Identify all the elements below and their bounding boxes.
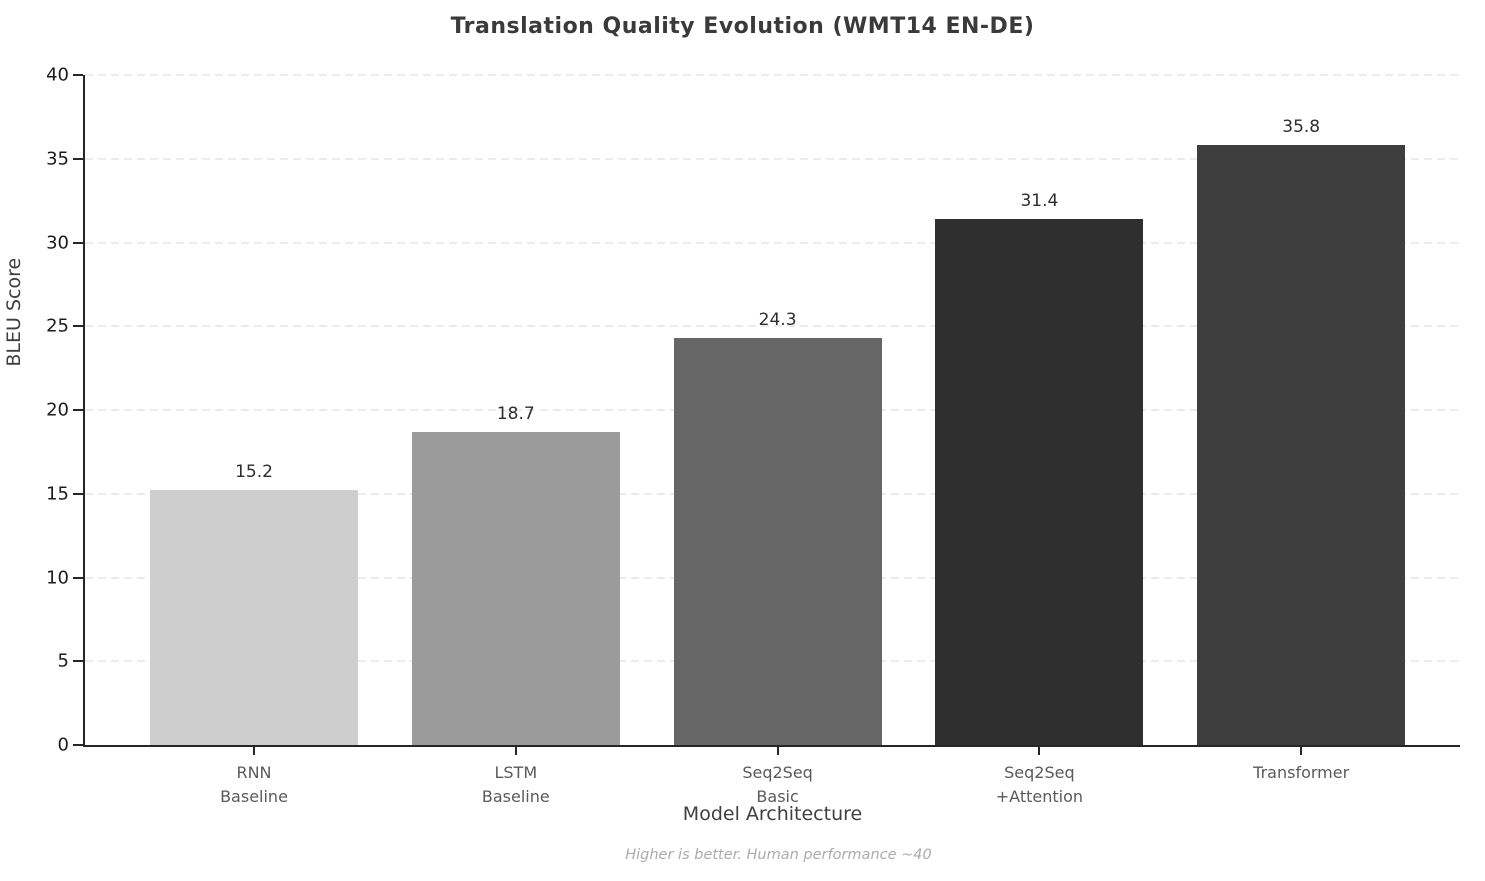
x-tick-mark bbox=[776, 745, 779, 755]
plot-area: 0 5 10 15 20 25 30 35 40 15.2 RNN Baseline 18.7 LSTM… bbox=[46, 65, 1460, 806]
bar-rnn-baseline bbox=[149, 490, 359, 745]
y-tick-label: 25 bbox=[46, 315, 69, 337]
y-axis-label: BLEU Score bbox=[3, 257, 25, 367]
x-tick-label: RNN Baseline bbox=[220, 763, 288, 806]
bar-transformer bbox=[1197, 145, 1406, 745]
bar-value-label: 24.3 bbox=[758, 309, 797, 330]
y-tick-mark bbox=[73, 409, 83, 411]
chart-title: Translation Quality Evolution (WMT14 EN-… bbox=[450, 14, 1035, 39]
x-tick-mark bbox=[1038, 745, 1041, 755]
bar-seq2seq-+attention bbox=[935, 219, 1144, 745]
x-tick-mark bbox=[253, 745, 255, 755]
gridline-y30 bbox=[85, 241, 1460, 244]
y-tick-label: 30 bbox=[46, 232, 69, 253]
y-tick-mark bbox=[73, 241, 83, 244]
x-tick-label: Transformer bbox=[1253, 763, 1350, 782]
bar-lstm-baseline bbox=[411, 431, 620, 745]
y-tick-label: 35 bbox=[46, 148, 69, 170]
y-tick-label: 0 bbox=[57, 734, 69, 756]
x-tick-label: Seq2Seq +Attention bbox=[995, 763, 1084, 806]
y-tick-mark bbox=[73, 325, 83, 328]
x-tick-mark bbox=[1300, 745, 1303, 755]
gridline-y25 bbox=[85, 325, 1460, 328]
y-tick-mark bbox=[73, 744, 83, 746]
bar-value-label: 31.4 bbox=[1020, 191, 1059, 212]
y-tick-mark bbox=[73, 157, 83, 160]
x-axis-spine bbox=[83, 745, 1460, 747]
x-tick-mark bbox=[514, 745, 517, 755]
x-tick-label: LSTM Baseline bbox=[481, 763, 550, 806]
y-tick-label: 40 bbox=[46, 64, 69, 86]
bar-value-label: 35.8 bbox=[1282, 117, 1321, 138]
bar-seq2seq-basic bbox=[673, 337, 882, 745]
gridline-y35 bbox=[85, 157, 1460, 160]
y-tick-mark bbox=[73, 492, 83, 495]
y-axis-spine bbox=[83, 75, 85, 747]
x-axis-label: Model Architecture bbox=[682, 803, 863, 825]
footnote: Higher is better. Human performance ~40 bbox=[625, 847, 932, 863]
bar-value-label: 15.2 bbox=[235, 462, 273, 483]
bar-value-label: 18.7 bbox=[496, 403, 535, 424]
gridline-y40 bbox=[85, 74, 1460, 76]
y-tick-mark bbox=[73, 660, 83, 663]
y-tick-label: 15 bbox=[46, 483, 69, 505]
y-tick-label: 10 bbox=[46, 567, 69, 588]
y-tick-mark bbox=[73, 576, 83, 579]
y-tick-label: 5 bbox=[57, 650, 69, 672]
x-tick-label: Seq2Seq Basic bbox=[742, 763, 813, 806]
y-tick-mark bbox=[73, 74, 83, 76]
y-tick-label: 20 bbox=[46, 399, 69, 421]
